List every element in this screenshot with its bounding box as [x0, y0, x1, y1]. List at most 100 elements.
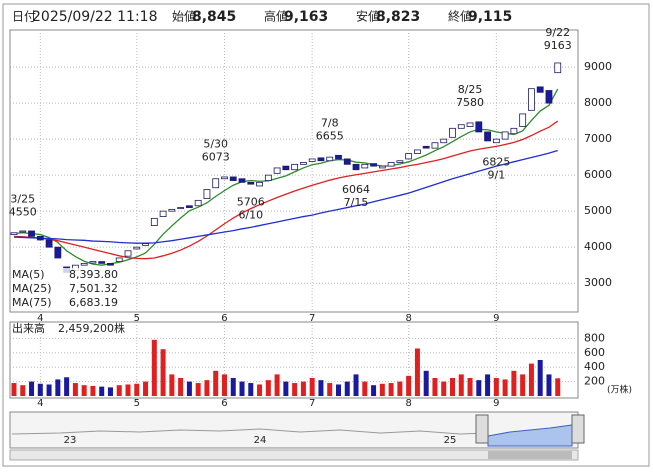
volume-bar — [265, 380, 271, 396]
y-tick-label: 3000 — [584, 276, 612, 289]
volume-bar — [414, 348, 420, 396]
y-tick-label: 7000 — [584, 132, 612, 145]
volume-bar — [134, 383, 140, 396]
volume-bar — [476, 380, 482, 396]
header-label: 終値 — [448, 9, 472, 24]
volume-bar — [239, 381, 245, 396]
candle-body — [168, 208, 176, 212]
candle-body — [317, 157, 325, 162]
volume-unit: (万株) — [607, 384, 632, 396]
volume-bar — [125, 384, 131, 396]
candle-body — [405, 153, 413, 160]
header-label: 日付 — [12, 10, 36, 24]
legend-bg — [11, 268, 119, 281]
volume-bar — [292, 383, 298, 396]
x-tick-label: 6 — [221, 398, 227, 409]
volume-bar — [441, 381, 447, 396]
volume-bar — [546, 374, 552, 396]
volume-bar — [221, 374, 227, 396]
candle-body — [89, 261, 97, 264]
volume-bar — [169, 374, 175, 396]
volume-latest: 2,459,200株 — [58, 321, 125, 335]
header-value: 8,845 — [192, 9, 236, 25]
x-tick-label: 7 — [309, 398, 315, 409]
candle-body — [80, 262, 88, 266]
volume-bar — [485, 374, 491, 396]
y-tick-label: 600 — [584, 346, 605, 359]
y-tick-label: 200 — [584, 375, 605, 388]
candle-body — [150, 217, 158, 226]
volume-bar — [11, 383, 17, 396]
ma-line — [13, 120, 559, 260]
volume-bar — [432, 378, 438, 396]
candle-body — [528, 88, 535, 111]
navigator-range — [487, 424, 573, 447]
header-label: 安値 — [356, 9, 380, 24]
x-tick-label: 5 — [134, 398, 140, 409]
volume-bar — [143, 381, 149, 396]
candle-body — [19, 230, 27, 233]
volume-bar — [335, 384, 341, 396]
y-tick-label: 800 — [584, 331, 605, 344]
legend-value: 7,501.32 — [69, 282, 118, 295]
volume-bar — [502, 379, 508, 396]
volume-bar — [344, 381, 350, 396]
scrollbar[interactable] — [9, 449, 579, 461]
legend-bg — [11, 296, 119, 309]
candle-body — [133, 246, 141, 250]
candle-body — [115, 257, 123, 262]
x-tick-label: 7 — [309, 313, 315, 324]
legend-name: MA(75) — [12, 296, 52, 309]
header-value: 2025/09/22 11:18 — [32, 9, 158, 25]
candle-body — [10, 232, 18, 235]
annotation-value: 7580 — [456, 96, 484, 109]
annotation-date: 8/25 — [458, 83, 483, 96]
volume-bar — [160, 349, 166, 396]
y-tick-label: 400 — [584, 360, 605, 373]
candle-body — [501, 131, 509, 140]
annotation-value: 9163 — [544, 39, 572, 52]
volume-bar — [151, 339, 157, 396]
navigator-label: 23 — [64, 435, 77, 446]
annotation-date: 6/10 — [238, 209, 263, 222]
navigator-handle[interactable] — [571, 414, 585, 444]
candle-body — [449, 127, 456, 138]
candle-body — [124, 250, 132, 257]
volume-bar — [37, 383, 43, 396]
candle-body — [431, 142, 439, 149]
volume-bar — [72, 383, 78, 396]
legend-name: MA(5) — [12, 268, 45, 281]
y-tick-label: 9000 — [584, 60, 612, 73]
volume-bar — [230, 378, 236, 396]
x-tick-label: 6 — [221, 313, 227, 324]
candle-body — [282, 165, 290, 171]
volume-bar — [353, 374, 359, 396]
volume-bar — [520, 374, 526, 396]
navigator-handle[interactable] — [475, 414, 489, 444]
volume-bar — [29, 381, 35, 396]
scrollbar-thumb[interactable] — [488, 451, 572, 459]
x-tick-label: 8 — [405, 398, 411, 409]
annotation-value: 4550 — [9, 205, 37, 218]
x-tick-label: 4 — [37, 313, 43, 324]
annotation-value: 6825 — [482, 155, 510, 168]
candle-body — [554, 62, 562, 74]
volume-bar — [309, 378, 315, 396]
annotation-date: 5/30 — [203, 138, 228, 151]
volume-bar — [397, 381, 403, 396]
candle-body — [54, 246, 62, 259]
candle-body — [256, 181, 263, 187]
volume-bar — [528, 363, 534, 396]
candle-body — [159, 210, 167, 217]
header-value: 9,115 — [468, 9, 512, 25]
volume-bar — [204, 380, 210, 396]
volume-bar — [327, 383, 333, 396]
volume-bar — [371, 385, 377, 396]
candle-body — [370, 163, 377, 167]
header-label: 始値 — [172, 9, 196, 24]
candle-body — [475, 121, 483, 133]
candle-body — [247, 181, 255, 185]
candle-body — [536, 86, 544, 93]
